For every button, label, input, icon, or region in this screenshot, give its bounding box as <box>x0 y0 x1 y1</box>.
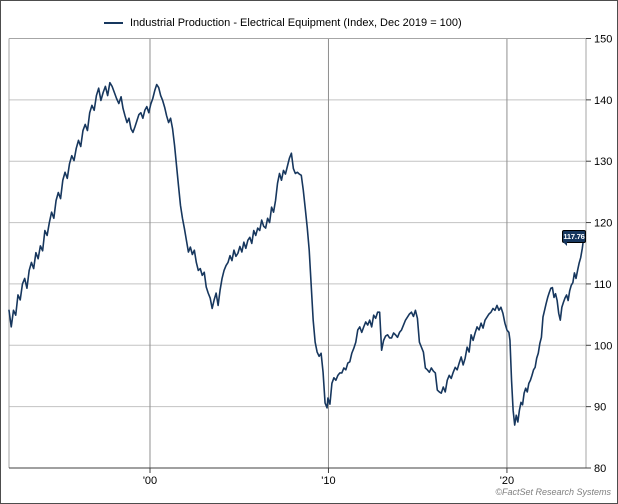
last-value-badge: 117.76 <box>562 230 586 246</box>
y-tick-label: 120 <box>594 218 612 230</box>
series-line <box>8 81 585 426</box>
y-tick-label: 110 <box>594 279 612 291</box>
x-tick-label: '10 <box>321 475 335 487</box>
x-tick-label: '20 <box>500 475 514 487</box>
last-value-text: 117.76 <box>563 232 585 241</box>
legend-line-swatch <box>104 22 123 24</box>
legend-series-label: Industrial Production - Electrical Equip… <box>130 17 462 29</box>
chart-legend: Industrial Production - Electrical Equip… <box>104 17 462 29</box>
y-tick-label: 140 <box>594 95 612 107</box>
y-tick-label: 80 <box>594 463 606 475</box>
x-tick-label: '00 <box>143 475 157 487</box>
y-tick-label: 130 <box>594 156 612 168</box>
y-tick-label: 90 <box>594 402 606 414</box>
source-credit: ©FactSet Research Systems <box>495 487 611 497</box>
y-tick-label: 100 <box>594 340 612 352</box>
y-tick-label: 150 <box>594 34 612 46</box>
badge-pointer <box>563 242 567 246</box>
